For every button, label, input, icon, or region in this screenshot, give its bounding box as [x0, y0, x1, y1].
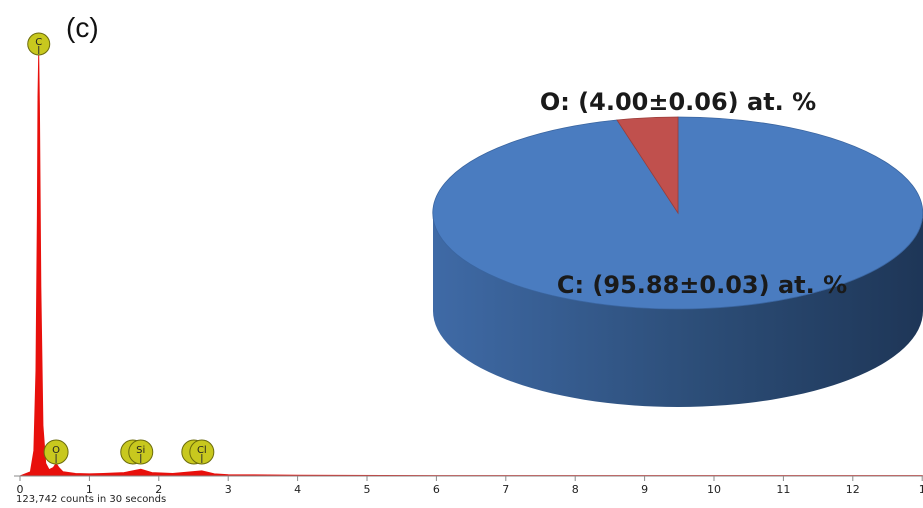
- x-tick-label: 7: [502, 483, 509, 496]
- x-tick-label: 12: [846, 483, 860, 496]
- counts-label: 123,742 counts in 30 seconds: [16, 494, 166, 505]
- marker-label: Cl: [197, 445, 207, 456]
- x-tick-label: 11: [776, 483, 790, 496]
- marker-label: C: [35, 37, 42, 48]
- x-tick-label: 6: [433, 483, 440, 496]
- x-tick-label: 8: [572, 483, 579, 496]
- pie-side-wall: [433, 213, 923, 407]
- x-tick-label: 1: [86, 483, 93, 496]
- x-axis-ticks: 0 1 2 3 4 5 6 7 8 9 10 11 12 1: [17, 476, 923, 496]
- pie-label-carbon: C: (95.88±0.03) at. %: [557, 271, 847, 299]
- marker-badge: [128, 439, 154, 465]
- element-marker-cl: Cl: [181, 439, 215, 465]
- panel-label: (c): [66, 12, 99, 43]
- marker-badge: [43, 439, 69, 465]
- x-tick-label: 3: [225, 483, 232, 496]
- eds-spectrum: 0 1 2 3 4 5 6 7 8 9 10 11 12 1 CO Si Cl 123,742 counts …: [14, 32, 923, 505]
- element-marker-si: Si: [120, 439, 154, 465]
- composition-pie: O: (4.00±0.06) at. % C: (95.88±0.03) at. …: [432, 88, 923, 407]
- pie-label-oxygen: O: (4.00±0.06) at. %: [540, 88, 816, 116]
- x-tick-label: 2: [155, 483, 162, 496]
- x-tick-label: 10: [707, 483, 721, 496]
- x-tick-label: 9: [641, 483, 648, 496]
- x-tick-label: 1: [919, 483, 923, 496]
- marker-label: Si: [136, 445, 145, 456]
- marker-label: O: [52, 445, 60, 456]
- marker-badge: [27, 32, 51, 56]
- element-markers: C O Si Cl: [27, 32, 215, 465]
- element-marker-o: O: [43, 439, 69, 465]
- element-marker-c: C: [27, 32, 51, 56]
- x-tick-label: 0: [17, 483, 24, 496]
- pie-slice-oxygen: [616, 116, 679, 215]
- marker-badge: [189, 439, 215, 465]
- x-tick-label: 4: [294, 483, 301, 496]
- x-tick-label: 5: [364, 483, 371, 496]
